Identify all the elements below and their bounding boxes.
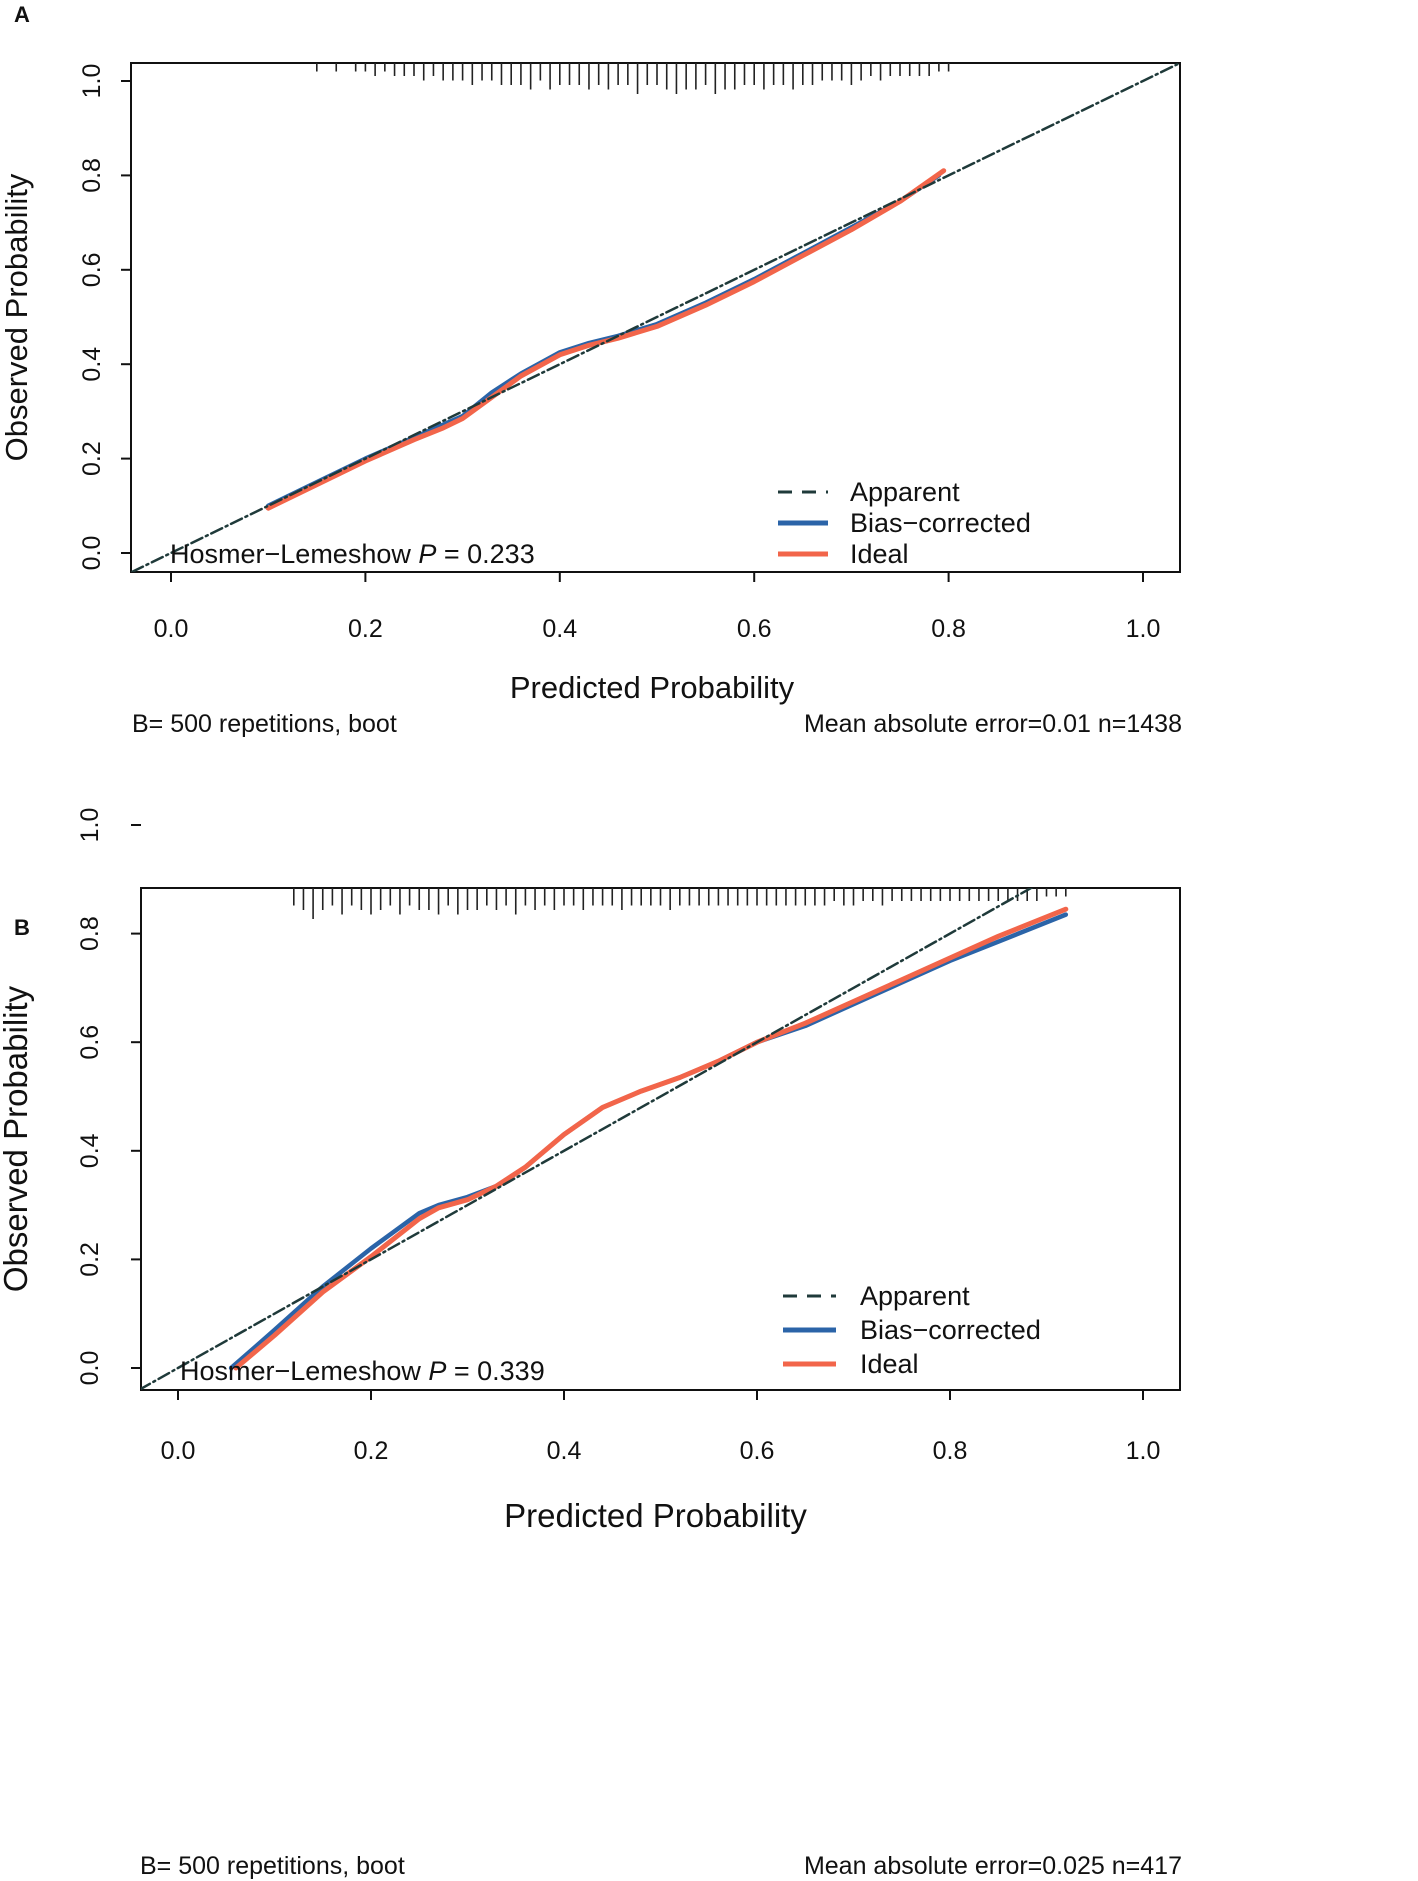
y-tick-label: 0.4 (78, 347, 106, 382)
x-tick-label: 0.2 (348, 615, 383, 643)
y-tick-label: 1.0 (76, 808, 104, 843)
x-tick-label: 0.6 (740, 1437, 775, 1465)
x-tick-label: 0.8 (933, 1437, 968, 1465)
x-tick-label: 1.0 (1126, 1437, 1161, 1465)
y-tick-label: 0.8 (78, 158, 106, 193)
x-tick-label: 0.2 (354, 1437, 389, 1465)
y-axis-title: Observed Probability (0, 173, 34, 461)
calibration-plot-b: 0.0 0.2 0.4 0.6 0.8 1.0 0.0 0.2 0.4 0.6 0.8 1.0 Pred… (0, 808, 1181, 1534)
hosmer-lemeshow-annotation: Hosmer−Lemeshow P = 0.339 (180, 1356, 545, 1386)
legend-ideal-label: Ideal (860, 1349, 919, 1379)
hl-p-label: P (418, 539, 436, 569)
plot-frame (130, 62, 1181, 573)
y-tick-label: 0.2 (78, 441, 106, 476)
legend-bias-corrected-label: Bias−corrected (860, 1315, 1041, 1345)
x-tick-label: 0.4 (542, 615, 577, 643)
legend-apparent-label: Apparent (850, 477, 960, 507)
panel-label: A (14, 2, 30, 27)
y-tick-label: 0.2 (76, 1242, 104, 1277)
y-tick-label: 1.0 (78, 64, 106, 99)
series-group (141, 888, 1069, 1390)
legend-apparent-label: Apparent (860, 1281, 970, 1311)
legend-bias-corrected-label: Bias−corrected (850, 508, 1031, 538)
y-tick-label: 0.0 (78, 536, 106, 571)
x-tick-label: 0.4 (547, 1437, 582, 1465)
hosmer-lemeshow-annotation: Hosmer−Lemeshow P = 0.233 (170, 539, 535, 569)
y-tick-label: 0.6 (76, 1025, 104, 1060)
hl-p-value: = 0.339 (446, 1356, 544, 1386)
calibration-plot-a: 0.0 0.2 0.4 0.6 0.8 1.0 0.0 0.2 0.4 0.6 0.8 1.0 Pred… (0, 62, 1181, 705)
y-tick-label: 0.0 (76, 1351, 104, 1386)
apparent-line (141, 888, 1034, 1390)
hl-prefix: Hosmer−Lemeshow (180, 1356, 428, 1386)
x-tick-label: 0.6 (737, 615, 772, 643)
hl-p-label: P (428, 1356, 446, 1386)
x-axis-title: Predicted Probability (510, 670, 795, 705)
apparent-line (131, 63, 1180, 572)
x-axis-title: Predicted Probability (504, 1497, 807, 1534)
legend-ideal-label: Ideal (850, 539, 909, 569)
series-group (131, 63, 1180, 572)
y-tick-label: 0.6 (78, 252, 106, 287)
calibration-panel-b: B 0.0 0.2 0.4 0.6 0.8 1.0 0.0 0.2 0.4 0.6 0.8 1.0 Pr… (0, 808, 1418, 1880)
x-tick-label: 1.0 (1126, 615, 1161, 643)
y-axis-title: Observed Probability (0, 985, 34, 1292)
y-tick-label: 0.4 (76, 1133, 104, 1168)
footer-mean-error: Mean absolute error=0.01 n=1438 (803, 710, 1182, 738)
panel-label: B (14, 915, 30, 940)
hl-p-value: = 0.233 (436, 539, 534, 569)
footer-repetitions: B= 500 repetitions, boot (140, 1852, 405, 1880)
hl-prefix: Hosmer−Lemeshow (170, 539, 418, 569)
footer-mean-error: Mean absolute error=0.025 n=417 (803, 1852, 1182, 1880)
x-tick-label: 0.8 (931, 615, 966, 643)
ideal-line (265, 168, 947, 511)
calibration-panel-a: A 0.0 0.2 0.4 0.6 0.8 1.0 0.0 0.2 0.4 0.6 0.8 1.0 Pr… (0, 0, 1418, 930)
footer-repetitions: B= 500 repetitions, boot (132, 710, 397, 738)
x-tick-label: 0.0 (154, 615, 189, 643)
y-tick-label: 0.8 (76, 916, 104, 951)
x-tick-label: 0.0 (161, 1437, 196, 1465)
ideal-line (233, 906, 1069, 1371)
